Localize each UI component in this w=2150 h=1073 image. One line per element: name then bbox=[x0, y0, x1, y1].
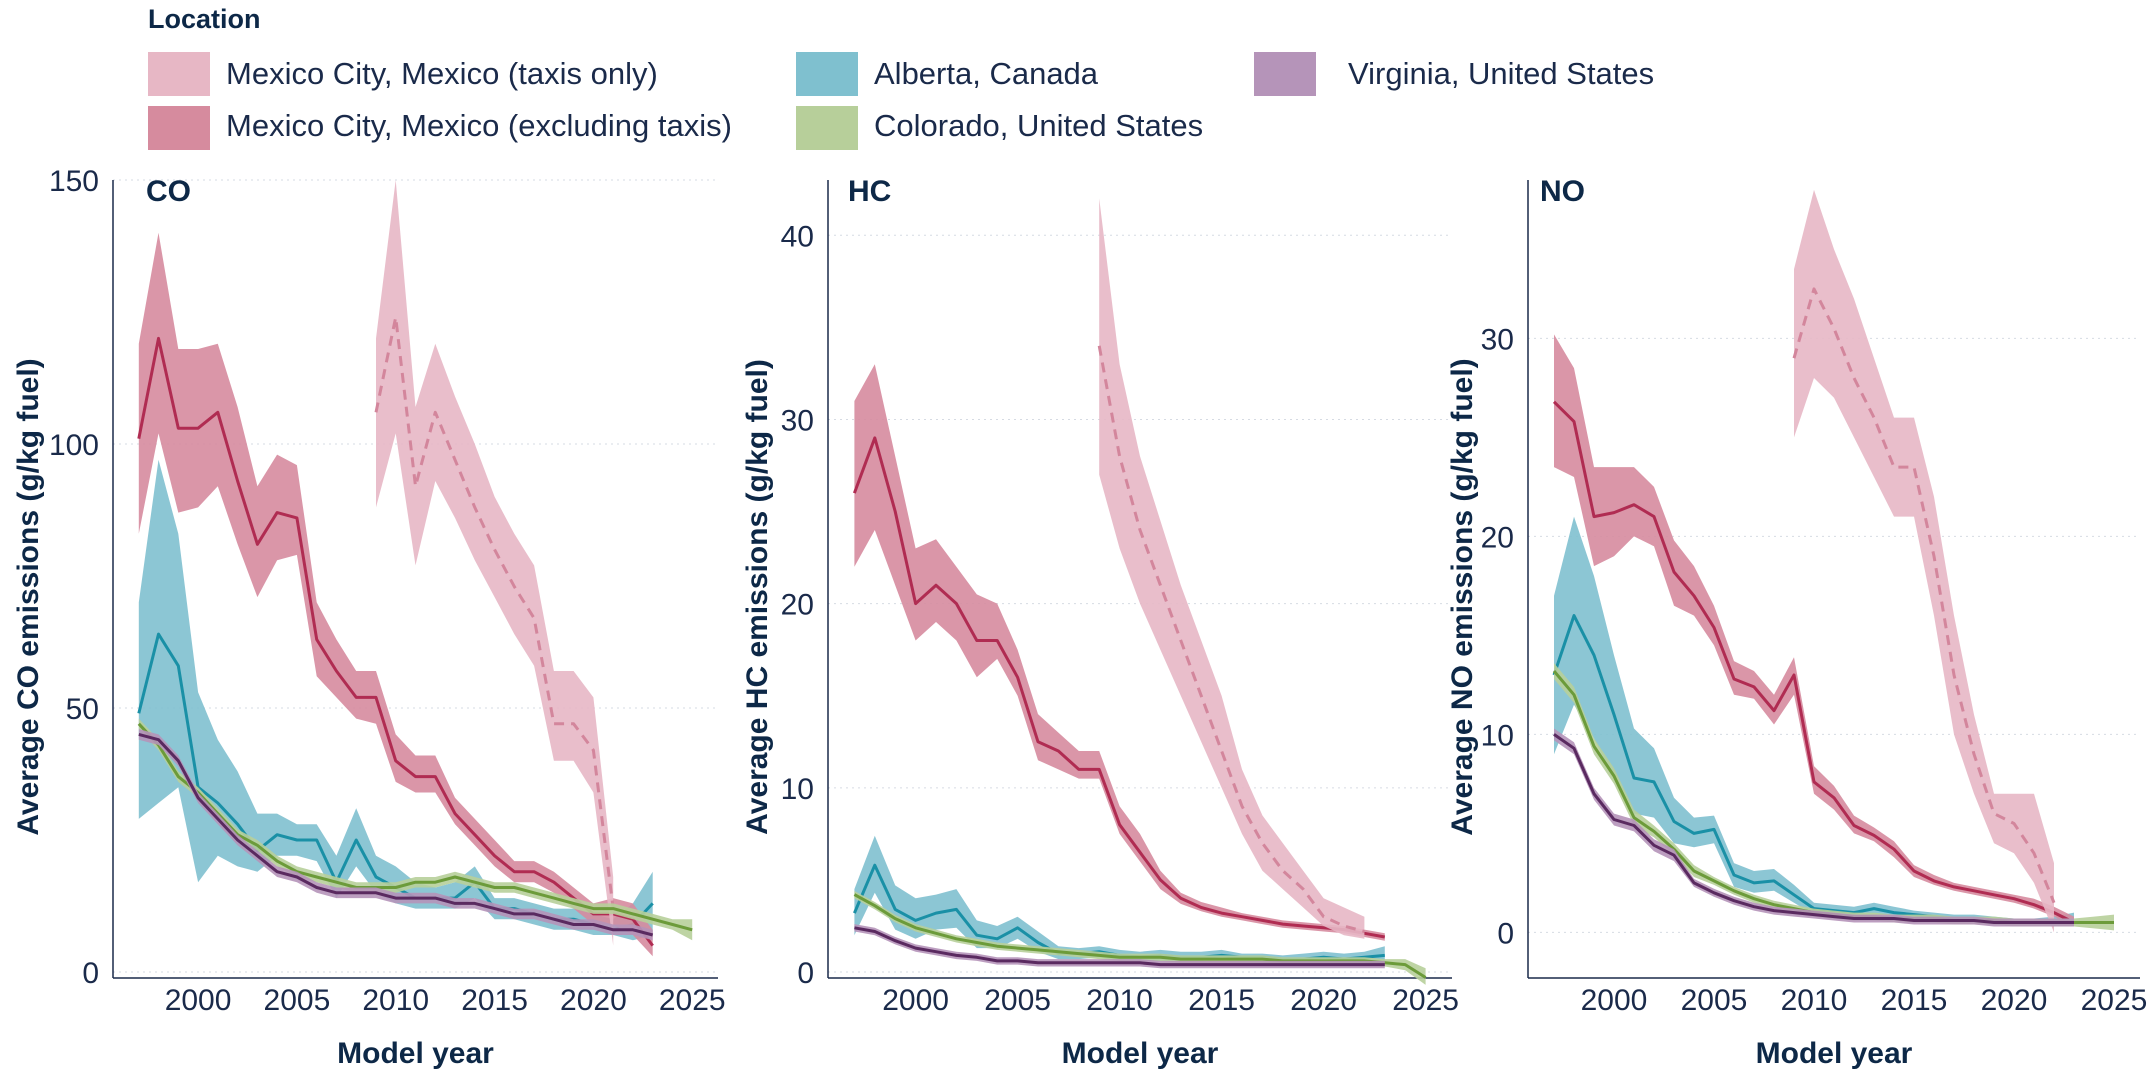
y-tick-label: 50 bbox=[66, 693, 99, 726]
x-tick-label: 2025 bbox=[1392, 984, 1459, 1017]
series-virginia bbox=[854, 924, 1385, 969]
panel-no: 0 10 20 30 2000 2005 2010 2015 2020 2025 NO Model y… bbox=[1446, 175, 2147, 1070]
legend-title: Location bbox=[148, 4, 261, 34]
panel-co: 0 50 100 150 2000 2005 2010 2015 2020 2025 CO Model… bbox=[12, 165, 726, 1070]
x-tick-label: 2015 bbox=[1188, 984, 1255, 1017]
legend-swatch bbox=[796, 52, 858, 96]
legend-swatch bbox=[148, 106, 210, 150]
y-tick-label: 20 bbox=[781, 589, 814, 622]
confidence-band-alberta bbox=[138, 459, 653, 941]
x-axis-title: Model year bbox=[1062, 1037, 1219, 1070]
legend-label: Virginia, United States bbox=[1348, 56, 1654, 91]
x-tick-label: 2010 bbox=[362, 984, 429, 1017]
legend-label: Mexico City, Mexico (excluding taxis) bbox=[226, 108, 732, 143]
legend-label: Colorado, United States bbox=[874, 108, 1203, 143]
x-axis-title: Model year bbox=[1756, 1037, 1913, 1070]
x-axis-title: Model year bbox=[337, 1037, 494, 1070]
y-tick-label: 0 bbox=[1497, 917, 1514, 950]
series-line-mx-taxi bbox=[1097, 345, 1365, 933]
x-tick-label: 2005 bbox=[1681, 984, 1748, 1017]
x-tick-label: 2020 bbox=[1290, 984, 1357, 1017]
y-tick-label: 10 bbox=[1481, 719, 1514, 752]
y-axis-title: Average NO emissions (g/kg fuel) bbox=[1446, 358, 1479, 835]
legend-item-colorado: Colorado, United States bbox=[796, 106, 1203, 150]
x-tick-label: 2010 bbox=[1086, 984, 1153, 1017]
series-virginia bbox=[138, 729, 654, 941]
series-mx-excl bbox=[852, 364, 1386, 941]
legend-item-mx-excl: Mexico City, Mexico (excluding taxis) bbox=[148, 106, 732, 150]
series-virginia bbox=[1553, 728, 2075, 927]
x-tick-label: 2000 bbox=[165, 984, 232, 1017]
y-tick-label: 100 bbox=[49, 429, 99, 462]
legend-label: Alberta, Canada bbox=[874, 56, 1099, 91]
x-tick-label: 2020 bbox=[560, 984, 627, 1017]
x-tick-label: 2000 bbox=[1581, 984, 1648, 1017]
x-tick-label: 2005 bbox=[984, 984, 1051, 1017]
legend-item-alberta: Alberta, Canada bbox=[796, 52, 1099, 96]
series-mx-taxi bbox=[1097, 198, 1365, 939]
series-alberta bbox=[1552, 516, 2075, 927]
legend-swatch bbox=[1254, 52, 1316, 96]
x-tick-label: 2010 bbox=[1781, 984, 1848, 1017]
panel-title: CO bbox=[146, 175, 191, 208]
confidence-band-mx-taxi bbox=[376, 180, 614, 946]
legend-label: Mexico City, Mexico (taxis only) bbox=[226, 56, 658, 91]
y-axis-title: Average CO emissions (g/kg fuel) bbox=[12, 358, 45, 835]
y-axis-title: Average HC emissions (g/kg fuel) bbox=[741, 359, 774, 835]
x-tick-label: 2025 bbox=[659, 984, 726, 1017]
y-tick-label: 30 bbox=[781, 404, 814, 437]
x-tick-label: 2000 bbox=[882, 984, 949, 1017]
x-tick-label: 2015 bbox=[1881, 984, 1948, 1017]
series-mx-taxi bbox=[1792, 189, 2056, 933]
confidence-band-mx-taxi bbox=[1794, 189, 2054, 933]
x-tick-label: 2025 bbox=[2081, 984, 2148, 1017]
x-tick-label: 2005 bbox=[264, 984, 331, 1017]
legend: Location Mexico City, Mexico (taxis only)… bbox=[148, 4, 1654, 150]
y-tick-label: 10 bbox=[781, 773, 814, 806]
y-tick-label: 40 bbox=[781, 220, 814, 253]
x-tick-label: 2020 bbox=[1981, 984, 2048, 1017]
panel-title: HC bbox=[848, 175, 891, 208]
series-mx-taxi bbox=[374, 180, 615, 946]
confidence-band-colorado bbox=[138, 718, 693, 941]
y-tick-label: 0 bbox=[797, 957, 814, 990]
legend-swatch bbox=[796, 106, 858, 150]
y-tick-label: 30 bbox=[1481, 323, 1514, 356]
y-tick-label: 20 bbox=[1481, 521, 1514, 554]
y-tick-label: 0 bbox=[82, 957, 99, 990]
panel-hc: 0 10 20 30 40 2000 2005 2010 2015 2020 2025 HC Model… bbox=[741, 175, 1459, 1070]
confidence-band-virginia bbox=[854, 924, 1385, 969]
y-tick-label: 150 bbox=[49, 165, 99, 198]
panel-title: NO bbox=[1540, 175, 1585, 208]
legend-item-virginia: Virginia, United States bbox=[1254, 52, 1654, 96]
confidence-band-mx-taxi bbox=[1099, 198, 1365, 939]
x-tick-label: 2015 bbox=[461, 984, 528, 1017]
legend-swatch bbox=[148, 52, 210, 96]
confidence-band-alberta bbox=[1554, 516, 2074, 927]
legend-item-mx-taxi: Mexico City, Mexico (taxis only) bbox=[148, 52, 658, 96]
series-line-mx-taxi bbox=[1792, 287, 2056, 904]
confidence-band-alberta bbox=[854, 835, 1385, 963]
